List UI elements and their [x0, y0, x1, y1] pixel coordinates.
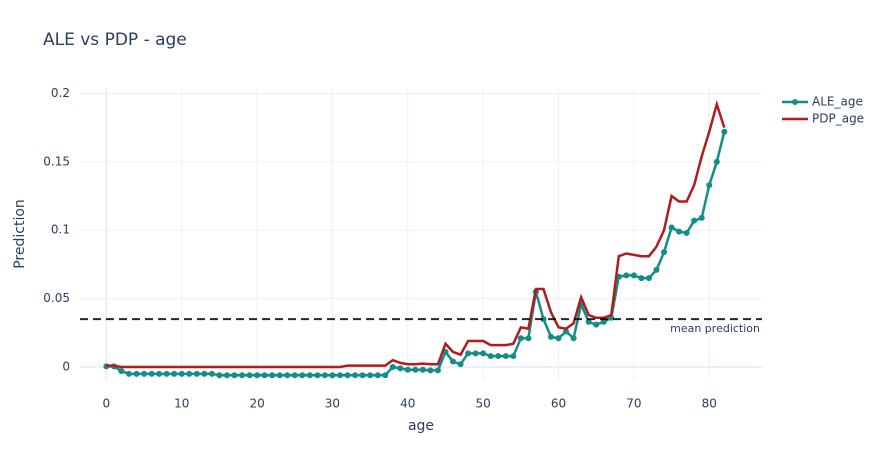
series-marker — [125, 370, 132, 377]
series-marker — [706, 182, 713, 189]
legend-label: ALE_age — [812, 95, 863, 109]
series-marker — [156, 370, 163, 377]
series-marker — [404, 366, 411, 373]
y-tick-label: 0.15 — [43, 154, 70, 168]
x-axis-title: age — [408, 418, 434, 434]
x-tick-label: 20 — [249, 397, 264, 411]
series-marker — [336, 372, 343, 379]
series-marker — [178, 370, 185, 377]
series-marker — [480, 350, 487, 357]
y-tick-label: 0 — [62, 360, 70, 374]
series-marker — [525, 335, 532, 342]
series-marker — [374, 372, 381, 379]
series-marker — [638, 275, 645, 282]
x-tick-label: 80 — [702, 397, 717, 411]
series-marker — [193, 370, 200, 377]
series-marker — [676, 228, 683, 235]
series-marker — [600, 318, 607, 325]
legend-marker — [792, 99, 798, 105]
series-marker — [412, 366, 419, 373]
series-marker — [269, 372, 276, 379]
series-marker — [367, 372, 374, 379]
series-marker — [691, 217, 698, 224]
series-marker — [186, 370, 193, 377]
series-marker — [668, 224, 675, 231]
series-marker — [208, 370, 215, 377]
reference-label: mean prediction — [670, 322, 760, 335]
series-marker — [254, 372, 261, 379]
x-tick-label: 70 — [626, 397, 641, 411]
series-marker — [698, 214, 705, 221]
x-tick-label: 10 — [174, 397, 189, 411]
series-marker — [344, 372, 351, 379]
series-marker — [547, 333, 554, 340]
series-marker — [487, 353, 494, 360]
series-marker — [517, 335, 524, 342]
series-marker — [653, 266, 660, 273]
x-tick-label: 30 — [325, 397, 340, 411]
x-tick-label: 40 — [400, 397, 415, 411]
series-marker — [118, 368, 125, 375]
series-marker — [299, 372, 306, 379]
series-marker — [555, 335, 562, 342]
series-marker — [306, 372, 313, 379]
y-tick-label: 0.2 — [51, 86, 70, 100]
y-tick-label: 0.05 — [43, 291, 70, 305]
chart-title: ALE vs PDP - age — [43, 30, 187, 50]
series-marker — [382, 372, 389, 379]
series-marker — [645, 275, 652, 282]
series-marker — [133, 370, 140, 377]
series-marker — [427, 367, 434, 374]
series-marker — [284, 372, 291, 379]
series-marker — [570, 335, 577, 342]
series-marker — [261, 372, 268, 379]
series-marker — [321, 372, 328, 379]
series-marker — [465, 350, 472, 357]
series-marker — [231, 372, 238, 379]
series-marker — [201, 370, 208, 377]
series-marker — [472, 350, 479, 357]
x-tick-label: 60 — [551, 397, 566, 411]
y-tick-label: 0.1 — [51, 223, 70, 237]
series-marker — [223, 372, 230, 379]
series-marker — [434, 367, 441, 374]
series-marker — [314, 372, 321, 379]
series-marker — [397, 365, 404, 372]
series-marker — [359, 372, 366, 379]
series-marker — [246, 372, 253, 379]
y-axis-title: Prediction — [12, 199, 28, 269]
series-marker — [683, 229, 690, 236]
series-marker — [593, 321, 600, 328]
legend-label: PDP_age — [812, 112, 864, 126]
series-marker — [623, 272, 630, 279]
series-marker — [713, 158, 720, 165]
series-marker — [389, 364, 396, 371]
series-marker — [661, 249, 668, 256]
x-tick-label: 0 — [103, 397, 111, 411]
series-marker — [540, 316, 547, 323]
series-marker — [585, 318, 592, 325]
series-marker — [419, 366, 426, 373]
series-marker — [239, 372, 246, 379]
series-marker — [291, 372, 298, 379]
series-marker — [495, 353, 502, 360]
series-marker — [216, 372, 223, 379]
series-marker — [630, 272, 637, 279]
series-marker — [450, 358, 457, 365]
series-marker — [163, 370, 170, 377]
series-marker — [510, 353, 517, 360]
series-marker — [141, 370, 148, 377]
series-marker — [352, 372, 359, 379]
series-line — [106, 100, 726, 369]
series-marker — [329, 372, 336, 379]
series-marker — [457, 361, 464, 368]
series-marker — [171, 370, 178, 377]
series-marker — [502, 353, 509, 360]
series-marker — [721, 128, 728, 135]
x-tick-label: 50 — [476, 397, 491, 411]
series-marker — [148, 370, 155, 377]
series-marker — [276, 372, 283, 379]
series-marker — [563, 328, 570, 335]
